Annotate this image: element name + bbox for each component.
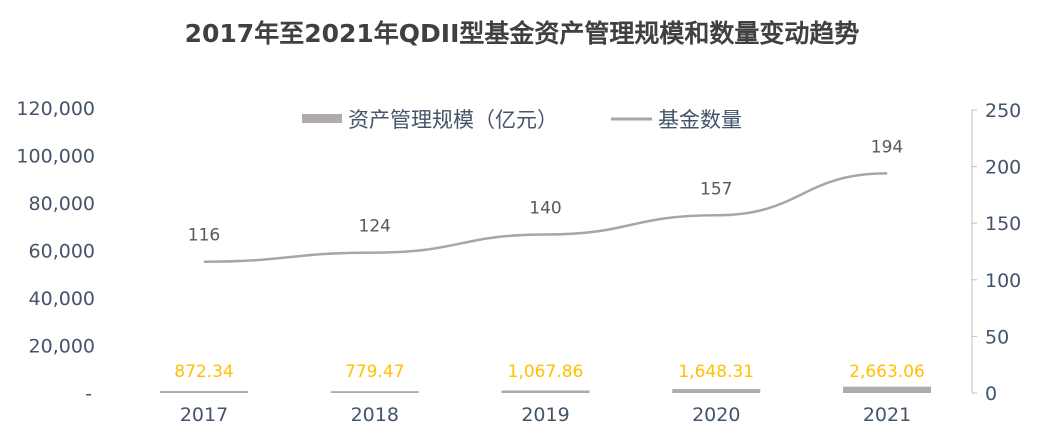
right-tick-label: 100: [985, 270, 1021, 292]
right-tick-label: 0: [985, 383, 997, 405]
line-data-label: 157: [700, 179, 732, 199]
left-tick-label: -: [85, 383, 92, 405]
bar: [330, 391, 419, 393]
bar-data-label: 1,648.31: [678, 362, 754, 382]
left-tick-label: 20,000: [29, 336, 95, 358]
legend-line-label: 基金数量: [658, 108, 742, 132]
legend-bar-swatch: [302, 114, 342, 123]
line-data-label: 116: [188, 226, 220, 246]
line-data-label: 194: [871, 137, 903, 157]
x-tick-label: 2018: [351, 404, 399, 426]
bar: [672, 389, 761, 393]
left-tick-label: 80,000: [29, 193, 95, 215]
left-tick-label: 40,000: [29, 288, 95, 310]
bar-data-label: 1,067.86: [508, 362, 584, 382]
left-tick-label: 120,000: [16, 98, 95, 120]
left-tick-label: 60,000: [29, 241, 95, 263]
line-point: [203, 261, 205, 263]
bar: [501, 390, 590, 393]
right-tick-label: 200: [985, 157, 1021, 179]
right-tick-label: 250: [985, 100, 1021, 122]
line-data-label: 124: [359, 217, 391, 237]
legend: 资产管理规模（亿元） 基金数量: [302, 108, 742, 132]
bar: [160, 390, 248, 393]
line-data-label: 140: [529, 199, 561, 219]
bar: [843, 386, 931, 393]
bar-data-label: 872.34: [174, 362, 233, 382]
x-tick-label: 2017: [180, 404, 228, 426]
legend-bar-label: 资产管理规模（亿元）: [348, 108, 558, 132]
chart-title: 2017年至2021年QDII型基金资产管理规模和数量变动趋势: [185, 19, 860, 48]
bar-data-label: 779.47: [345, 362, 404, 382]
left-tick-label: 100,000: [16, 146, 95, 168]
bar-data-label: 2,663.06: [849, 362, 925, 382]
x-tick-label: 2020: [692, 404, 740, 426]
x-tick-label: 2021: [863, 404, 911, 426]
right-tick-label: 150: [985, 213, 1021, 235]
right-tick-label: 50: [985, 326, 1009, 348]
line-point: [374, 252, 376, 254]
x-tick-label: 2019: [521, 404, 569, 426]
line-point: [886, 172, 888, 174]
line-point: [545, 234, 546, 236]
line-point: [715, 214, 717, 216]
